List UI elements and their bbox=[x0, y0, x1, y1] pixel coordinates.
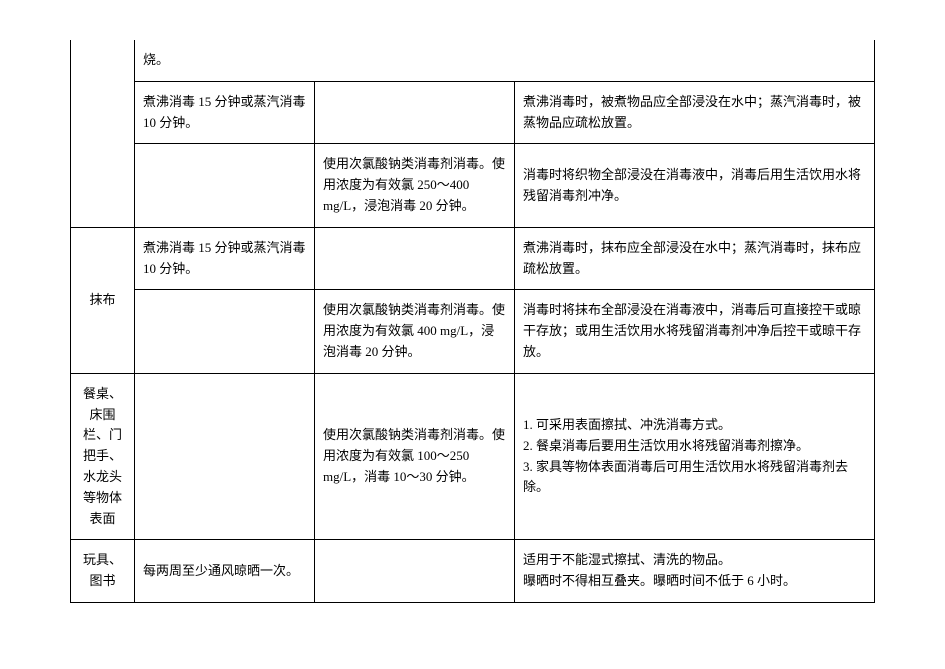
cell-note: 1. 可采用表面擦拭、冲洗消毒方式。 2. 餐桌消毒后要用生活饮用水将残留消毒剂… bbox=[515, 373, 875, 540]
cell-note: 煮沸消毒时，抹布应全部浸没在水中；蒸汽消毒时，抹布应疏松放置。 bbox=[515, 227, 875, 290]
cell-chem bbox=[315, 81, 515, 144]
cell-method: 煮沸消毒 15 分钟或蒸汽消毒 10 分钟。 bbox=[135, 227, 315, 290]
table-row: 玩具、图书 每两周至少通风晾晒一次。 适用于不能湿式擦拭、清洗的物品。 曝晒时不… bbox=[71, 540, 875, 603]
cell-note: 消毒时将织物全部浸没在消毒液中，消毒后用生活饮用水将残留消毒剂冲净。 bbox=[515, 144, 875, 227]
cell-chem bbox=[315, 540, 515, 603]
cell-category-mabu: 抹布 bbox=[71, 227, 135, 373]
table-row: 抹布 煮沸消毒 15 分钟或蒸汽消毒 10 分钟。 煮沸消毒时，抹布应全部浸没在… bbox=[71, 227, 875, 290]
cell-note: 消毒时将抹布全部浸没在消毒液中，消毒后可直接控干或晾干存放；或用生活饮用水将残留… bbox=[515, 290, 875, 373]
cell-method: 每两周至少通风晾晒一次。 bbox=[135, 540, 315, 603]
cell-method bbox=[135, 373, 315, 540]
cell-chem: 使用次氯酸钠类消毒剂消毒。使用浓度为有效氯 250～400 mg/L，浸泡消毒 … bbox=[315, 144, 515, 227]
cell-chem: 使用次氯酸钠类消毒剂消毒。使用浓度为有效氯 100～250 mg/L，消毒 10… bbox=[315, 373, 515, 540]
table-row: 烧。 bbox=[71, 40, 875, 81]
cell-method bbox=[135, 290, 315, 373]
cell-note: 煮沸消毒时，被煮物品应全部浸没在水中；蒸汽消毒时，被蒸物品应疏松放置。 bbox=[515, 81, 875, 144]
cell-category-toys: 玩具、图书 bbox=[71, 540, 135, 603]
table-row: 使用次氯酸钠类消毒剂消毒。使用浓度为有效氯 250～400 mg/L，浸泡消毒 … bbox=[71, 144, 875, 227]
cell-method bbox=[135, 144, 315, 227]
table-row: 煮沸消毒 15 分钟或蒸汽消毒 10 分钟。 煮沸消毒时，被煮物品应全部浸没在水… bbox=[71, 81, 875, 144]
cell-fragment: 烧。 bbox=[135, 40, 875, 81]
cell-note: 适用于不能湿式擦拭、清洗的物品。 曝晒时不得相互叠夹。曝晒时间不低于 6 小时。 bbox=[515, 540, 875, 603]
cell-category-surface: 餐桌、床围栏、门把手、水龙头等物体表面 bbox=[71, 373, 135, 540]
table-row: 餐桌、床围栏、门把手、水龙头等物体表面 使用次氯酸钠类消毒剂消毒。使用浓度为有效… bbox=[71, 373, 875, 540]
cell-chem bbox=[315, 227, 515, 290]
table-row: 使用次氯酸钠类消毒剂消毒。使用浓度为有效氯 400 mg/L，浸泡消毒 20 分… bbox=[71, 290, 875, 373]
cell-method: 煮沸消毒 15 分钟或蒸汽消毒 10 分钟。 bbox=[135, 81, 315, 144]
cell-category-empty bbox=[71, 40, 135, 227]
disinfection-table: 烧。 煮沸消毒 15 分钟或蒸汽消毒 10 分钟。 煮沸消毒时，被煮物品应全部浸… bbox=[70, 40, 875, 603]
cell-chem: 使用次氯酸钠类消毒剂消毒。使用浓度为有效氯 400 mg/L，浸泡消毒 20 分… bbox=[315, 290, 515, 373]
